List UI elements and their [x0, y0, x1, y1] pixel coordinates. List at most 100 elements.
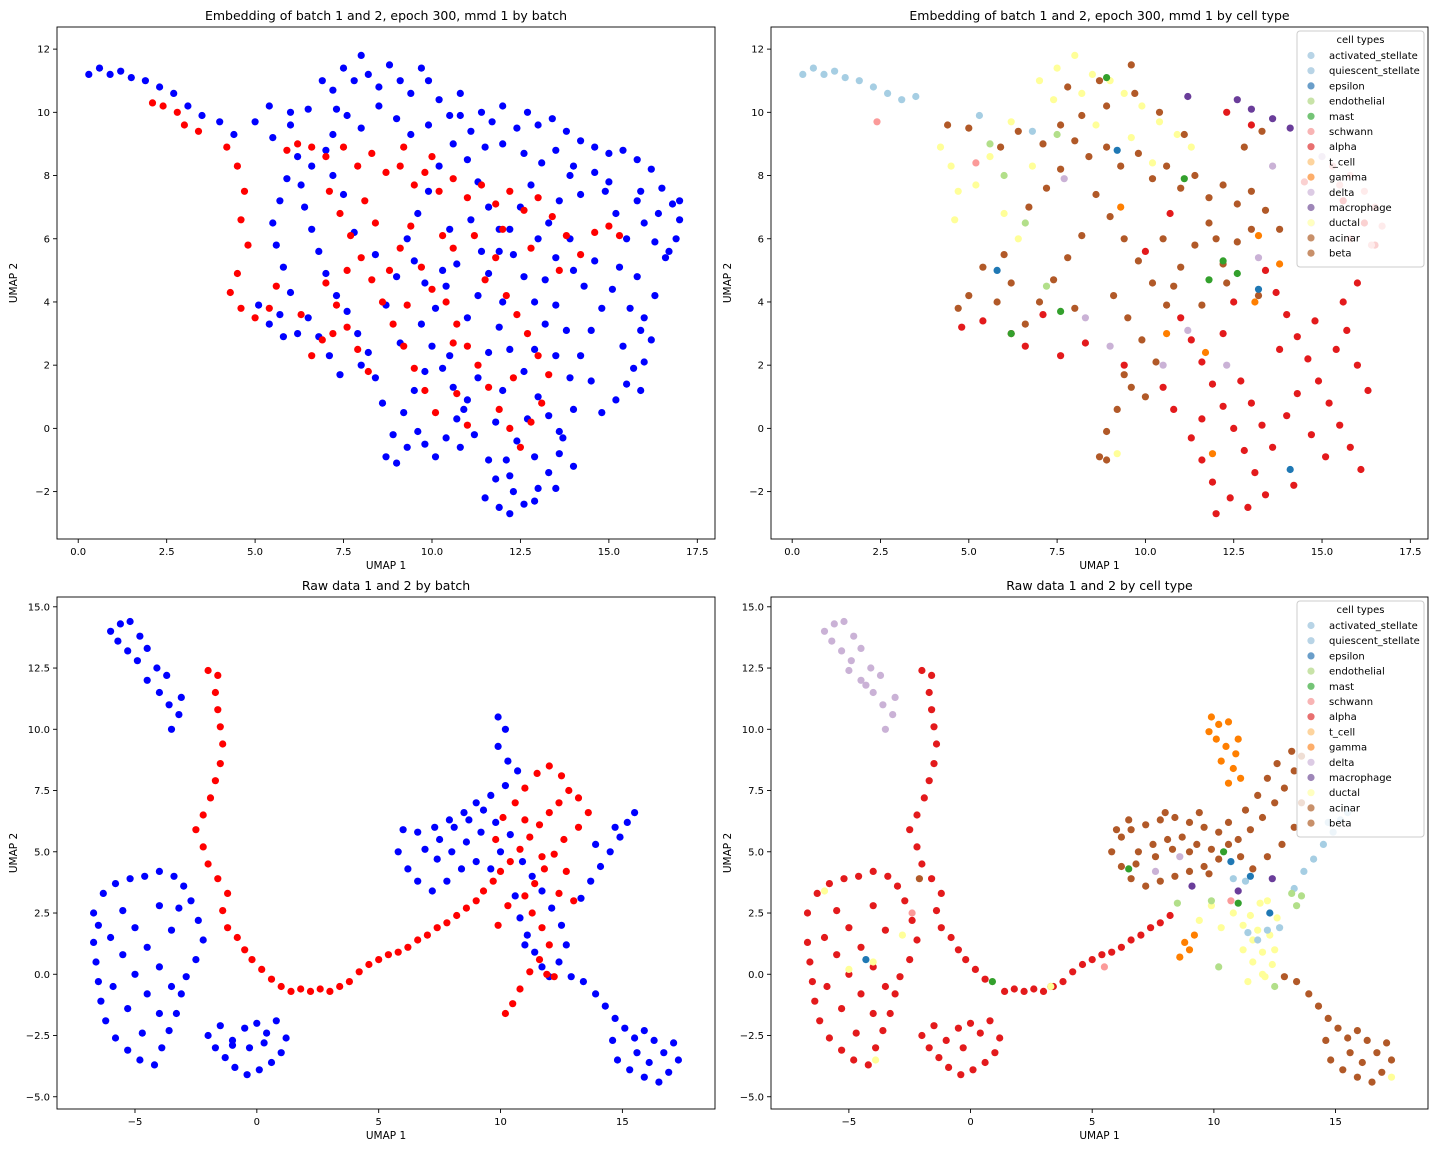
- data-point: [336, 371, 344, 379]
- data-point: [385, 266, 394, 274]
- data-point: [803, 909, 812, 917]
- data-point: [527, 244, 535, 252]
- data-point: [1201, 348, 1210, 357]
- data-point: [306, 987, 315, 996]
- data-point: [559, 434, 567, 442]
- data-point: [1163, 301, 1171, 309]
- data-point: [520, 273, 528, 281]
- data-point: [1319, 840, 1327, 849]
- data-point: [838, 1046, 846, 1054]
- data-point: [265, 102, 273, 110]
- data-point: [1332, 345, 1340, 353]
- data-point: [502, 456, 510, 464]
- data-point: [552, 254, 560, 262]
- legend-label: delta: [1329, 758, 1354, 769]
- data-point: [243, 1071, 251, 1079]
- data-point: [224, 924, 232, 932]
- data-point: [823, 982, 831, 991]
- data-point: [354, 345, 362, 353]
- data-point: [343, 323, 351, 331]
- data-point: [676, 216, 684, 224]
- data-point: [605, 178, 613, 186]
- data-point: [1198, 358, 1206, 366]
- data-point: [591, 257, 599, 265]
- data-point: [1059, 978, 1067, 986]
- data-point: [214, 671, 222, 680]
- data-point: [417, 320, 425, 328]
- data-point: [354, 162, 362, 170]
- data-point: [494, 921, 502, 929]
- data-point: [1307, 431, 1315, 439]
- data-point: [640, 219, 648, 227]
- data-point: [816, 1017, 824, 1025]
- data-point: [251, 314, 259, 322]
- data-point: [889, 711, 897, 719]
- data-point: [543, 970, 551, 978]
- data-point: [616, 833, 624, 841]
- data-point: [809, 64, 818, 72]
- data-point: [1035, 298, 1044, 306]
- data-point: [562, 867, 570, 876]
- data-point: [1224, 779, 1233, 787]
- data-point: [869, 902, 877, 910]
- data-point: [214, 875, 222, 883]
- data-point: [286, 121, 295, 129]
- y-tick-label: −2.5: [740, 1031, 764, 1042]
- data-point: [1195, 916, 1203, 925]
- data-point: [382, 168, 390, 176]
- data-point: [1053, 130, 1061, 139]
- data-point: [322, 146, 330, 154]
- data-point: [1000, 171, 1008, 180]
- chart-panel-3: −5 0 5 10 15 −5.0 −2.5 0.0 2.5 5.0 7.5 10.0 12.5 15.0…: [8, 578, 716, 1142]
- data-point: [1071, 137, 1079, 145]
- data-point: [884, 89, 892, 97]
- y-tick-label: 0.0: [34, 970, 50, 981]
- data-point: [845, 666, 853, 675]
- data-point: [869, 958, 877, 966]
- chart-panel-2: 0.0 2.5 5.0 7.5 10.0 12.5 15.0 17.5 −2 0 2 4 6 8 10 12 E…: [722, 8, 1429, 572]
- data-point: [492, 475, 500, 483]
- data-point: [481, 276, 489, 284]
- data-point: [124, 1005, 132, 1013]
- x-tick-label: 2.5: [159, 547, 175, 558]
- data-point: [1300, 867, 1308, 876]
- data-point: [124, 647, 132, 655]
- data-point: [1261, 266, 1270, 274]
- data-point: [446, 352, 454, 360]
- y-tick-label: 10: [751, 108, 764, 119]
- y-tick-label: 2: [44, 361, 50, 372]
- data-point: [492, 818, 500, 827]
- data-point: [825, 880, 834, 888]
- data-point: [462, 838, 470, 846]
- data-point: [1254, 285, 1263, 293]
- data-point: [1184, 92, 1192, 101]
- data-point: [527, 418, 535, 426]
- data-point: [283, 146, 291, 154]
- data-point: [357, 254, 365, 262]
- data-point: [143, 644, 151, 653]
- data-point: [453, 320, 461, 328]
- data-point: [329, 86, 337, 94]
- data-point: [297, 985, 305, 993]
- data-point: [1127, 383, 1135, 391]
- data-point: [1205, 219, 1213, 227]
- data-point: [453, 415, 461, 423]
- data-point: [654, 209, 663, 218]
- data-point: [214, 706, 222, 714]
- data-point: [577, 137, 585, 145]
- data-point: [150, 1061, 159, 1069]
- data-point: [1007, 330, 1015, 338]
- data-point: [1112, 826, 1121, 834]
- data-point: [1227, 897, 1235, 905]
- legend: cell types activated_stellate quiescent_st…: [1296, 30, 1425, 268]
- data-point: [85, 70, 93, 78]
- data-point: [552, 301, 560, 309]
- data-point: [884, 872, 892, 880]
- data-point: [308, 352, 316, 360]
- legend-marker: [1307, 67, 1315, 75]
- legend-label: schwann: [1329, 127, 1373, 138]
- chart-title: Raw data 1 and 2 by batch: [302, 578, 470, 593]
- data-point: [509, 374, 517, 382]
- data-point: [1239, 946, 1247, 954]
- data-point: [1224, 718, 1233, 726]
